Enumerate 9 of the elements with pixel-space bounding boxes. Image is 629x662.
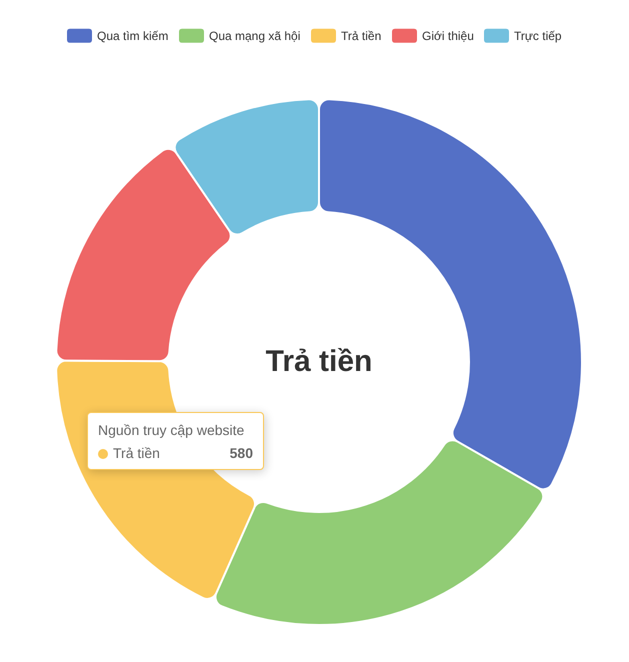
category-label: Trả tiền — [341, 28, 382, 43]
text: Trả tiền — [266, 345, 372, 378]
legend-label: Giới thiệu — [422, 28, 474, 43]
legend-label: Trực tiếp — [514, 28, 562, 43]
legend-label: Qua tìm kiếm — [97, 28, 168, 43]
legend-label: Qua mạng xã hội — [209, 28, 300, 43]
legend-label: Trả tiền — [113, 445, 160, 461]
tooltip: Nguồn truy cập website Trả tiền 580 — [87, 412, 264, 470]
data-label: 580 — [230, 445, 253, 461]
